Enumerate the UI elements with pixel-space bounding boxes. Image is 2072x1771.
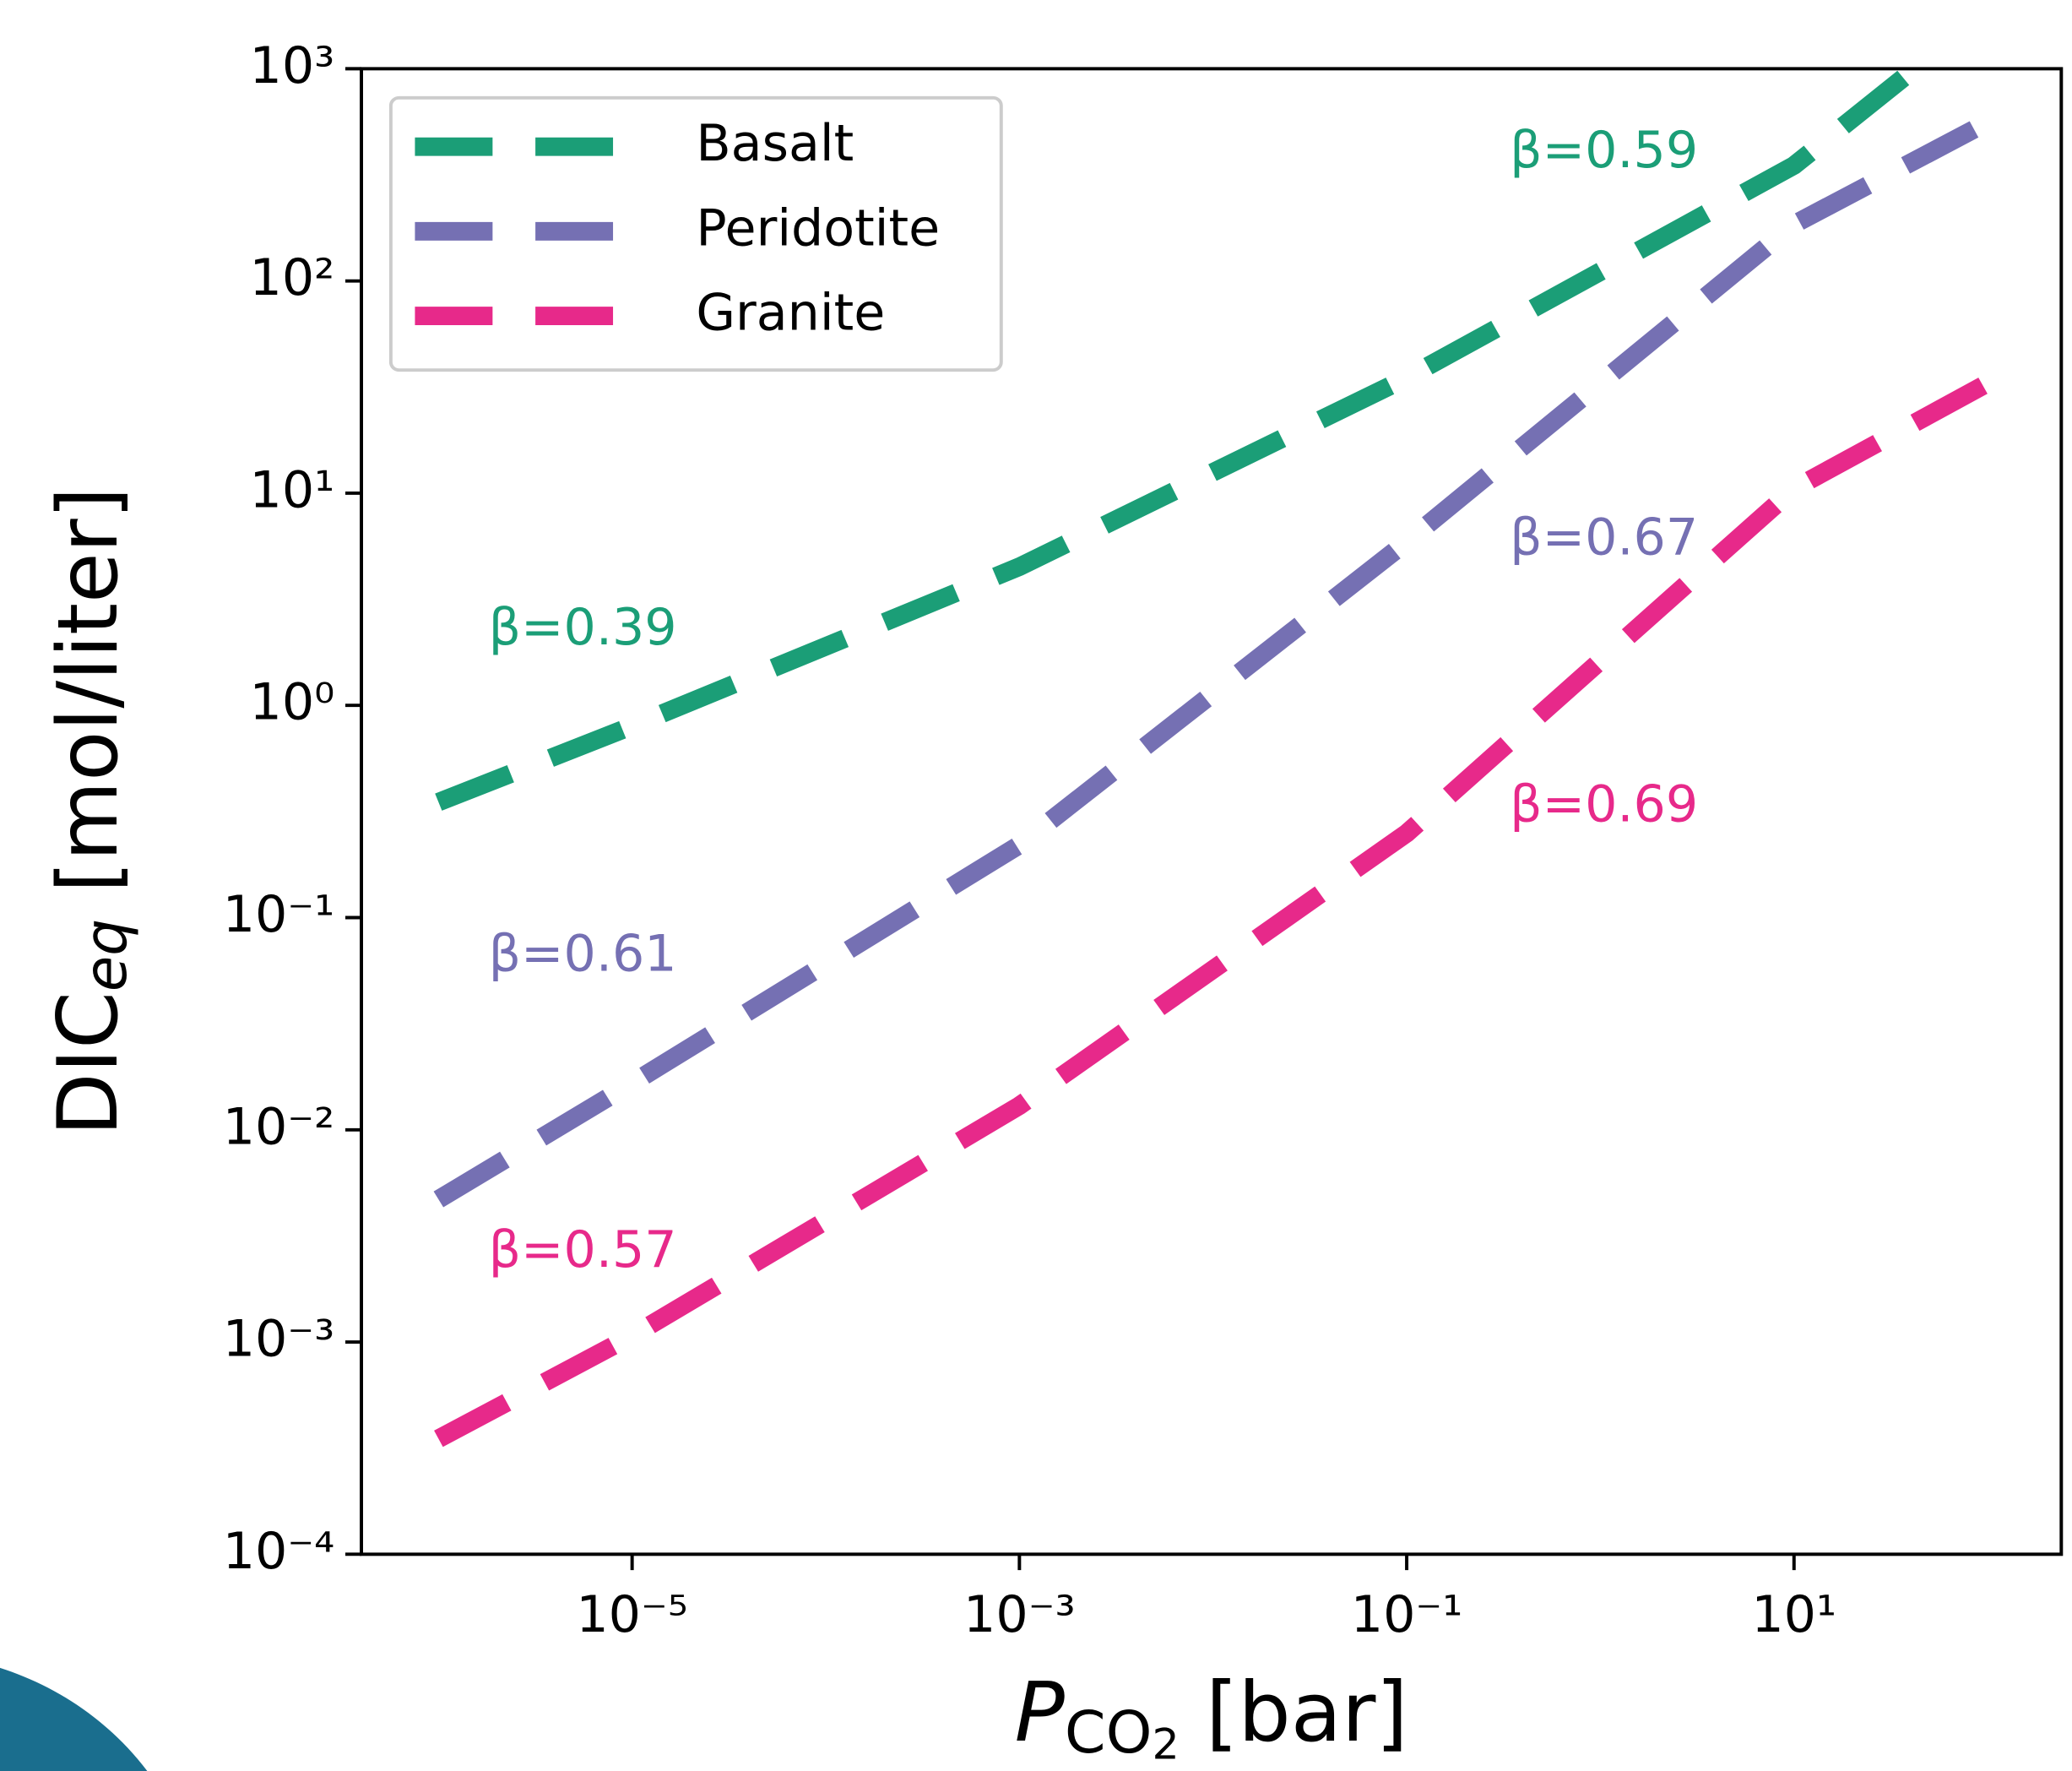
legend-label: Granite xyxy=(696,284,885,343)
data-line xyxy=(434,375,1993,1448)
x-label-rest: [bar] xyxy=(1180,1665,1408,1761)
y-label-rest: [mol/liter] xyxy=(40,487,137,920)
y-tick-label: 10⁻³ xyxy=(223,1310,335,1369)
annotation: β=0.59 xyxy=(1510,121,1698,180)
annotation: β=0.57 xyxy=(489,1220,677,1279)
x-label-subsub: 2 xyxy=(1153,1719,1180,1769)
y-tick-label: 10⁻¹ xyxy=(223,885,335,944)
x-label-main: P xyxy=(1015,1665,1065,1761)
y-tick-label: 10⁻⁴ xyxy=(223,1522,335,1581)
annotation: β=0.39 xyxy=(489,598,677,657)
y-tick-label: 10¹ xyxy=(250,461,335,520)
x-tick-label: 10⁻⁵ xyxy=(576,1585,688,1644)
y-axis-label: DICeq [mol/liter] xyxy=(40,487,140,1137)
y-tick-label: 10⁻² xyxy=(223,1098,335,1157)
legend-box xyxy=(388,95,1003,372)
legend-label: Peridotite xyxy=(696,199,940,258)
plot-frame xyxy=(360,67,2064,1556)
y-label-main: DIC xyxy=(40,991,137,1136)
legend-label: Basalt xyxy=(696,115,854,174)
x-axis-label: PCO2 [bar] xyxy=(1015,1665,1408,1769)
legend: Basalt Peridotite Granite xyxy=(388,95,1003,372)
data-line xyxy=(433,113,1993,1208)
annotation: β=0.69 xyxy=(1510,775,1698,834)
y-label-sub: eq xyxy=(73,919,141,991)
y-tick-label: 10⁰ xyxy=(250,673,335,732)
data-line xyxy=(435,61,1921,811)
x-tick-label: 10⁻¹ xyxy=(1351,1585,1463,1644)
x-tick-label: 10⁻³ xyxy=(963,1585,1076,1644)
y-tick-label: 10³ xyxy=(250,36,335,95)
y-tick-label: 10² xyxy=(250,249,335,308)
decoration xyxy=(0,1667,148,1771)
annotation: β=0.67 xyxy=(1510,508,1698,568)
x-label-sub: CO xyxy=(1065,1700,1153,1767)
annotation: β=0.61 xyxy=(489,925,677,984)
x-tick-label: 10¹ xyxy=(1751,1585,1836,1644)
